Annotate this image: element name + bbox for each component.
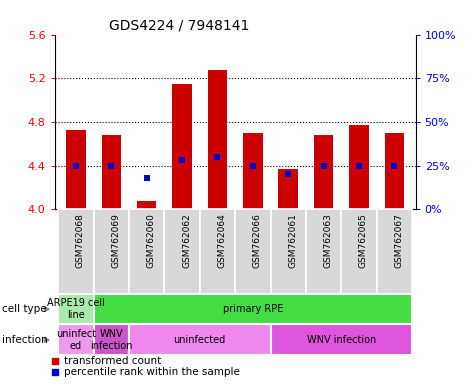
Point: [320, 162, 327, 169]
Point: [390, 162, 398, 169]
Point: [249, 162, 256, 169]
Point: [107, 162, 115, 169]
Bar: [129, 209, 164, 294]
Bar: [385, 133, 404, 209]
Bar: [278, 169, 298, 209]
Bar: [164, 209, 200, 294]
Text: GSM762068: GSM762068: [76, 214, 85, 268]
Text: ARPE19 cell
line: ARPE19 cell line: [47, 298, 105, 320]
Text: infection: infection: [2, 335, 48, 345]
Bar: [66, 129, 86, 209]
Bar: [243, 133, 263, 209]
Bar: [58, 294, 94, 324]
Text: GSM762064: GSM762064: [218, 214, 227, 268]
Text: uninfected: uninfected: [173, 335, 226, 345]
Point: [355, 162, 363, 169]
Bar: [172, 84, 192, 209]
Text: uninfect
ed: uninfect ed: [56, 329, 96, 351]
Bar: [314, 135, 333, 209]
Point: [178, 157, 186, 164]
Bar: [129, 324, 271, 355]
Text: GSM762069: GSM762069: [111, 214, 120, 268]
Text: primary RPE: primary RPE: [223, 304, 283, 314]
Bar: [306, 209, 342, 294]
Point: [143, 175, 151, 181]
Text: GSM762061: GSM762061: [288, 214, 297, 268]
Text: GSM762065: GSM762065: [359, 214, 368, 268]
Point: [72, 162, 80, 169]
Bar: [235, 209, 271, 294]
Text: GSM762067: GSM762067: [394, 214, 403, 268]
Bar: [58, 209, 94, 294]
Bar: [94, 294, 412, 324]
Text: GSM762063: GSM762063: [323, 214, 332, 268]
Bar: [377, 209, 412, 294]
Text: transformed count: transformed count: [64, 356, 162, 366]
Bar: [271, 209, 306, 294]
Bar: [94, 209, 129, 294]
Text: WNV
infection: WNV infection: [90, 329, 133, 351]
Bar: [102, 135, 121, 209]
Text: cell type: cell type: [2, 304, 47, 314]
Text: GDS4224 / 7948141: GDS4224 / 7948141: [109, 18, 249, 32]
Bar: [349, 125, 369, 209]
Bar: [208, 70, 227, 209]
Text: GSM762066: GSM762066: [253, 214, 262, 268]
Bar: [137, 200, 156, 209]
Text: percentile rank within the sample: percentile rank within the sample: [64, 367, 240, 377]
Text: GSM762062: GSM762062: [182, 214, 191, 268]
Bar: [342, 209, 377, 294]
Text: GSM762060: GSM762060: [147, 214, 156, 268]
Text: WNV infection: WNV infection: [307, 335, 376, 345]
Point: [285, 171, 292, 177]
Bar: [200, 209, 235, 294]
Point: [214, 154, 221, 160]
Bar: [94, 324, 129, 355]
Bar: [271, 324, 412, 355]
Bar: [58, 324, 94, 355]
